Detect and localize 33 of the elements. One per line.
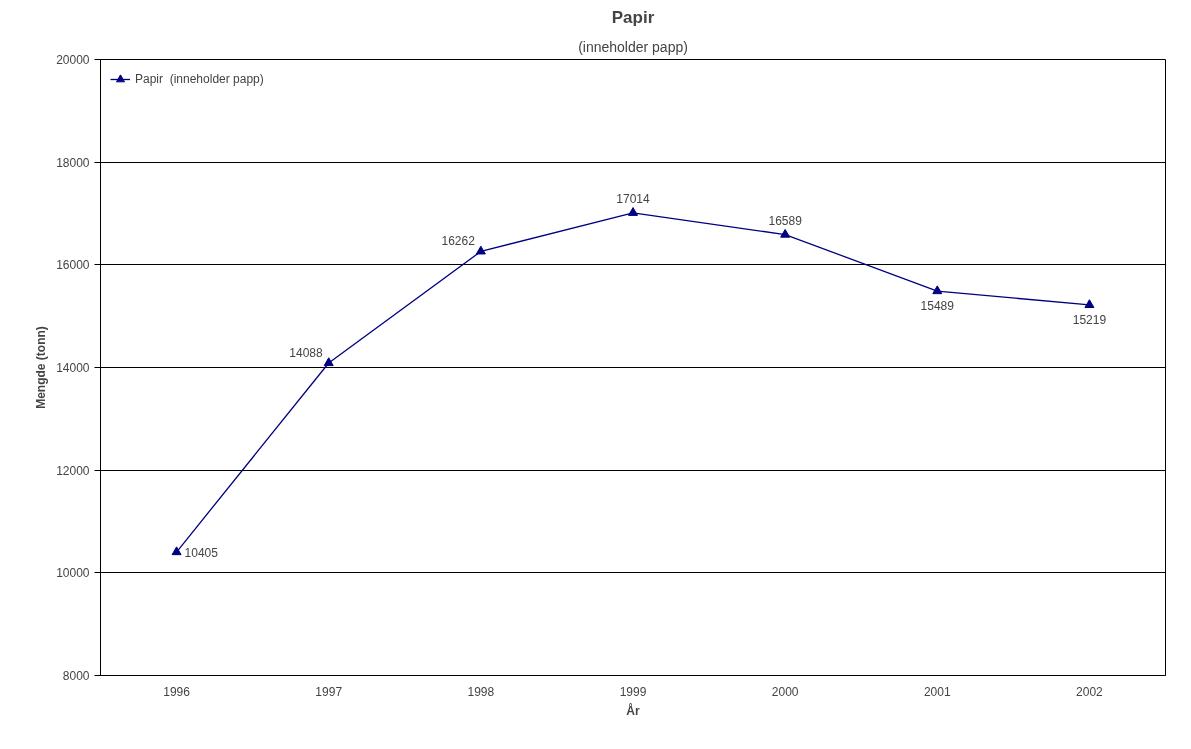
point	[780, 228, 791, 238]
y-tick-label: 16000	[56, 258, 90, 273]
legend-label: Papir (inneholder papp)	[135, 72, 264, 86]
point	[171, 546, 182, 556]
y-axis-title: Mengde (tonn)	[34, 326, 49, 409]
x-tick-label: 1998	[467, 684, 495, 699]
x-axis-title: År	[626, 702, 640, 718]
data-label: 16262	[441, 234, 476, 249]
x-tick-label: 2002	[1076, 684, 1104, 699]
point	[323, 357, 334, 367]
chart-title: Papir	[611, 7, 655, 27]
data-label: 10405	[184, 545, 219, 560]
x-tick-label: 1997	[315, 684, 343, 699]
data-label: 14088	[289, 345, 324, 360]
y-tick-label: 18000	[56, 155, 90, 170]
point	[475, 245, 486, 255]
data-label: 15489	[920, 299, 955, 314]
point	[932, 285, 943, 295]
data-label: 15219	[1072, 312, 1107, 327]
point	[628, 207, 638, 216]
y-tick-label: 12000	[56, 463, 90, 478]
y-tick-label: 20000	[56, 53, 90, 67]
point	[1084, 299, 1095, 309]
data-label: 16589	[768, 213, 803, 228]
x-tick-label: 1999	[619, 684, 647, 699]
x-tick-label: 1996	[163, 684, 191, 699]
y-tick-label: 14000	[56, 361, 90, 375]
y-tick-label: 10000	[56, 566, 90, 581]
y-tick-label: 8000	[62, 669, 90, 683]
x-tick-label: 2000	[771, 684, 799, 699]
data-label: 17014	[616, 191, 651, 206]
chart-subtitle: (inneholder papp)	[578, 38, 688, 55]
x-tick-label: 2001	[923, 684, 951, 699]
